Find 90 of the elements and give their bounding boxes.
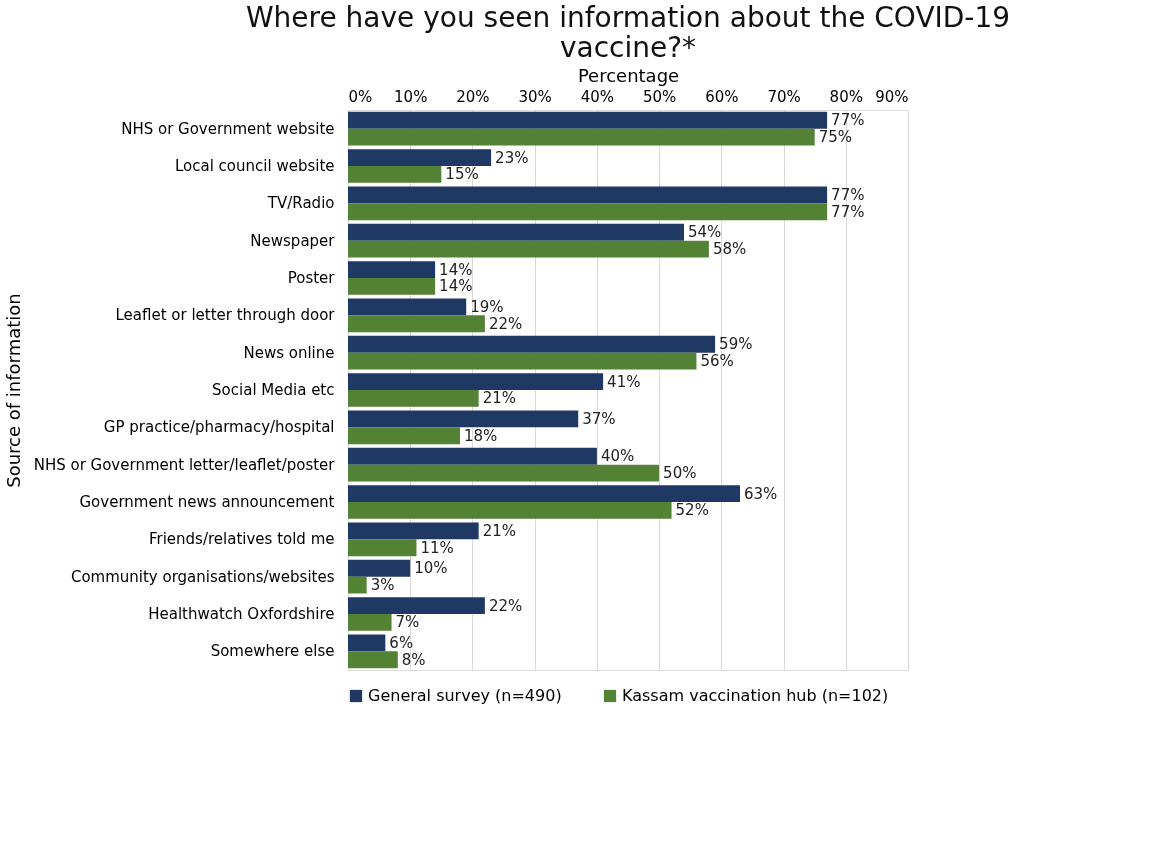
bar: [348, 522, 479, 540]
data-label: 3%: [370, 576, 395, 595]
bar: [348, 352, 697, 370]
bar: [348, 149, 492, 166]
bar: [348, 278, 436, 295]
y-tick-label: Newspaper: [250, 231, 336, 250]
bar: [348, 485, 740, 502]
bar: [348, 128, 815, 146]
x-tick-label: 90%: [875, 87, 909, 106]
bar: [348, 597, 485, 614]
data-label: 7%: [395, 613, 420, 632]
y-tick-label: Leaflet or letter through door: [115, 306, 336, 325]
data-label: 6%: [389, 633, 414, 652]
y-axis-title: Source of information: [2, 293, 24, 488]
chart-title: Where have you seen information about the COVID-19 vaccine?*: [245, 1, 1011, 64]
data-label: 37%: [582, 409, 616, 428]
y-tick-label: Social Media etc: [212, 381, 335, 399]
data-label: 23%: [495, 148, 529, 167]
bar: [348, 335, 716, 353]
x-tick-label: 60%: [705, 87, 739, 106]
y-tick-label: News online: [243, 343, 335, 362]
bar: [348, 410, 579, 428]
x-tick-label: 40%: [580, 87, 615, 106]
data-label: 56%: [700, 352, 734, 371]
data-label: 14%: [439, 260, 473, 279]
y-tick-label: Community organisations/websites: [70, 567, 335, 586]
bar: [348, 502, 672, 519]
y-tick-label: NHS or Government website: [121, 119, 335, 138]
data-label: 22%: [488, 314, 523, 333]
bar: [348, 651, 398, 669]
x-tick-label: 20%: [456, 87, 490, 106]
data-label: 21%: [482, 389, 517, 408]
data-label: 54%: [688, 223, 722, 242]
bar: [348, 373, 604, 390]
y-tick-label: Healthwatch Oxfordshire: [148, 605, 335, 623]
bar: [348, 539, 417, 557]
bar: [348, 447, 597, 465]
y-tick-label: Government news announcement: [79, 493, 335, 511]
x-tick-label: 70%: [767, 87, 801, 106]
data-label: 77%: [831, 111, 865, 130]
data-label: 14%: [439, 277, 473, 296]
data-label: 22%: [488, 596, 523, 615]
bar: [348, 298, 467, 316]
bar: [348, 111, 828, 129]
y-tick-label: Local council website: [174, 157, 335, 175]
x-tick-label: 80%: [829, 87, 863, 106]
y-tick-label: TV/Radio: [266, 194, 335, 213]
data-label: 75%: [818, 128, 853, 147]
data-label: 58%: [712, 240, 747, 259]
data-label: 77%: [831, 202, 865, 221]
bar: [348, 186, 828, 204]
data-label: 8%: [401, 650, 426, 669]
legend-label: General survey (n=490): [368, 686, 562, 705]
y-tick-label: Friends/relatives told me: [148, 530, 335, 549]
bar: [348, 390, 479, 407]
bar: [348, 203, 828, 221]
data-label: 52%: [675, 501, 709, 520]
data-label: 10%: [414, 559, 448, 578]
bar: [348, 614, 392, 631]
data-label: 11%: [420, 538, 454, 557]
data-label: 63%: [744, 484, 778, 503]
y-tick-label: Somewhere else: [210, 642, 335, 661]
data-label: 77%: [831, 185, 865, 204]
bar: [348, 315, 485, 333]
x-tick-label: 0%: [348, 87, 373, 106]
bar: [348, 240, 709, 258]
bar: [348, 427, 460, 445]
data-label: 18%: [464, 426, 498, 445]
bar: [348, 166, 442, 183]
data-label: 15%: [445, 165, 479, 184]
data-label: 59%: [719, 335, 753, 354]
bar: [348, 559, 411, 577]
data-label: 21%: [482, 521, 517, 540]
data-label: 19%: [470, 297, 504, 316]
legend-label: Kassam vaccination hub (n=102): [622, 686, 889, 705]
data-label: 40%: [600, 447, 635, 466]
y-tick-label: NHS or Government letter/leaflet/poster: [33, 455, 336, 474]
bar: [348, 634, 386, 652]
bar: [348, 464, 660, 482]
data-label: 50%: [663, 464, 697, 483]
bar: [348, 576, 367, 594]
x-tick-label: 50%: [642, 87, 677, 106]
bar: [348, 223, 684, 241]
y-tick-label: GP practice/pharmacy/hospital: [103, 418, 335, 437]
x-axis-title: Percentage: [577, 64, 680, 86]
x-tick-label: 10%: [394, 87, 428, 106]
x-tick-label: 30%: [518, 87, 552, 106]
data-label: 41%: [607, 372, 641, 391]
bar: [348, 261, 436, 278]
y-tick-label: Poster: [287, 269, 336, 287]
